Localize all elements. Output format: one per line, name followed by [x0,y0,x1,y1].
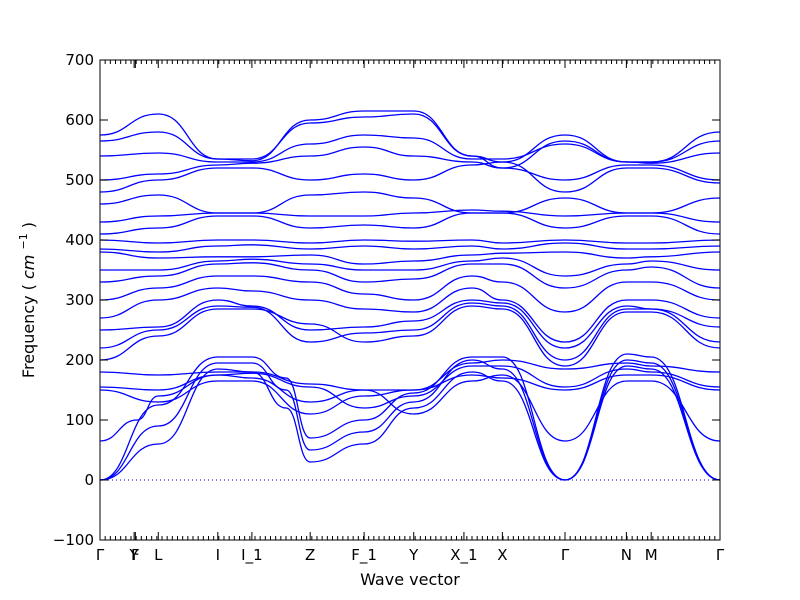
y-tick-label-3: 200 [65,351,94,369]
phonon-band-25 [99,110,721,163]
ticks-layer [99,59,721,541]
phonon-band-3 [99,353,721,481]
y-tick-label-1: 0 [84,471,94,489]
bands-layer [99,110,721,481]
phonon-band-17 [99,239,721,244]
x-tick-label-13: M [645,546,658,564]
y-axis-label-text: Frequency [19,295,38,378]
phonon-band-21 [99,161,721,193]
phonon-band-12 [99,275,721,313]
phonon-band-11 [99,287,721,343]
y-tick-label-4: 300 [65,291,94,309]
phonon-band-24 [99,113,721,169]
y-axis-unit: cm [19,255,38,279]
phonon-band-13 [99,262,721,289]
phonon-band-16 [99,242,721,253]
phonon-band-10 [99,299,721,349]
x-tick-label-3: L [154,546,163,564]
x-tick-label-14: Γ [716,546,725,564]
x-tick-label-6: Z [305,546,315,564]
phonon-band-7 [99,359,721,391]
phonon-band-8 [99,305,721,367]
phonon-band-4 [99,374,721,442]
phonon-band-20 [99,191,721,214]
x-tick-label-10: X [497,546,507,564]
phonon-band-15 [99,251,721,265]
x-tick-label-11: Γ [561,546,570,564]
y-axis-label: Frequency ( cm −1 ) [12,222,38,378]
phonon-band-14 [100,257,721,277]
phonon-band-6 [99,365,721,409]
x-tick-label-12: N [621,546,632,564]
y-tick-label-0: −100 [53,531,94,549]
y-axis-label-close-paren: ) [19,222,38,228]
x-tick-label-8: Y [408,546,419,564]
phonon-band-18 [99,212,721,235]
x-tick-label-5: I_1 [241,546,262,565]
phonon-band-9 [99,302,721,361]
phonon-band-2 [99,359,721,481]
x-tick-label-1: Y [129,546,140,564]
phonon-band-1 [99,365,721,481]
x-tick-label-2: F [131,546,140,564]
y-tick-label-7: 600 [65,111,94,129]
x-tick-label-0: Γ [96,546,105,564]
y-tick-label-6: 500 [65,171,94,189]
x-tick-label-9: X_1 [450,546,477,565]
y-tick-label-5: 400 [65,231,94,249]
y-tick-label-8: 700 [65,51,94,69]
x-tick-label-4: I [216,546,220,564]
x-tick-label-7: F_1 [351,546,377,565]
x-axis-label: Wave vector [360,570,460,589]
y-axis-label-open-paren: ( [19,284,38,290]
y-axis-unit-exponent: −1 [17,233,30,249]
y-tick-label-2: 100 [65,411,94,429]
phonon-band-22 [99,146,721,181]
